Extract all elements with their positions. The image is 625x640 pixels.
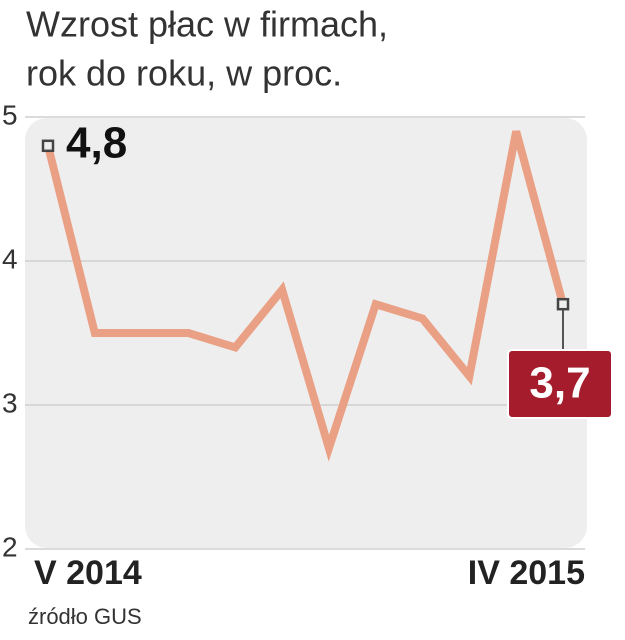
chart-title: Wzrost płac w firmach, — [26, 4, 388, 45]
value-label: 4,8 — [66, 118, 127, 167]
source: źródło GUS — [28, 604, 142, 629]
point-marker — [41, 139, 55, 153]
y-tick-label: 2 — [2, 531, 18, 562]
point-marker — [556, 297, 570, 311]
x-tick-label: V 2014 — [34, 554, 142, 592]
chart-title: rok do roku, w proc. — [26, 53, 342, 94]
y-tick-label: 4 — [2, 243, 18, 274]
value-label: 3,7 — [529, 359, 590, 408]
x-tick-label: IV 2015 — [468, 554, 585, 592]
label-box — [507, 349, 613, 419]
y-tick-label: 5 — [2, 99, 18, 130]
y-tick-label: 3 — [2, 387, 18, 418]
line — [44, 130, 567, 462]
plot-background — [25, 118, 587, 548]
